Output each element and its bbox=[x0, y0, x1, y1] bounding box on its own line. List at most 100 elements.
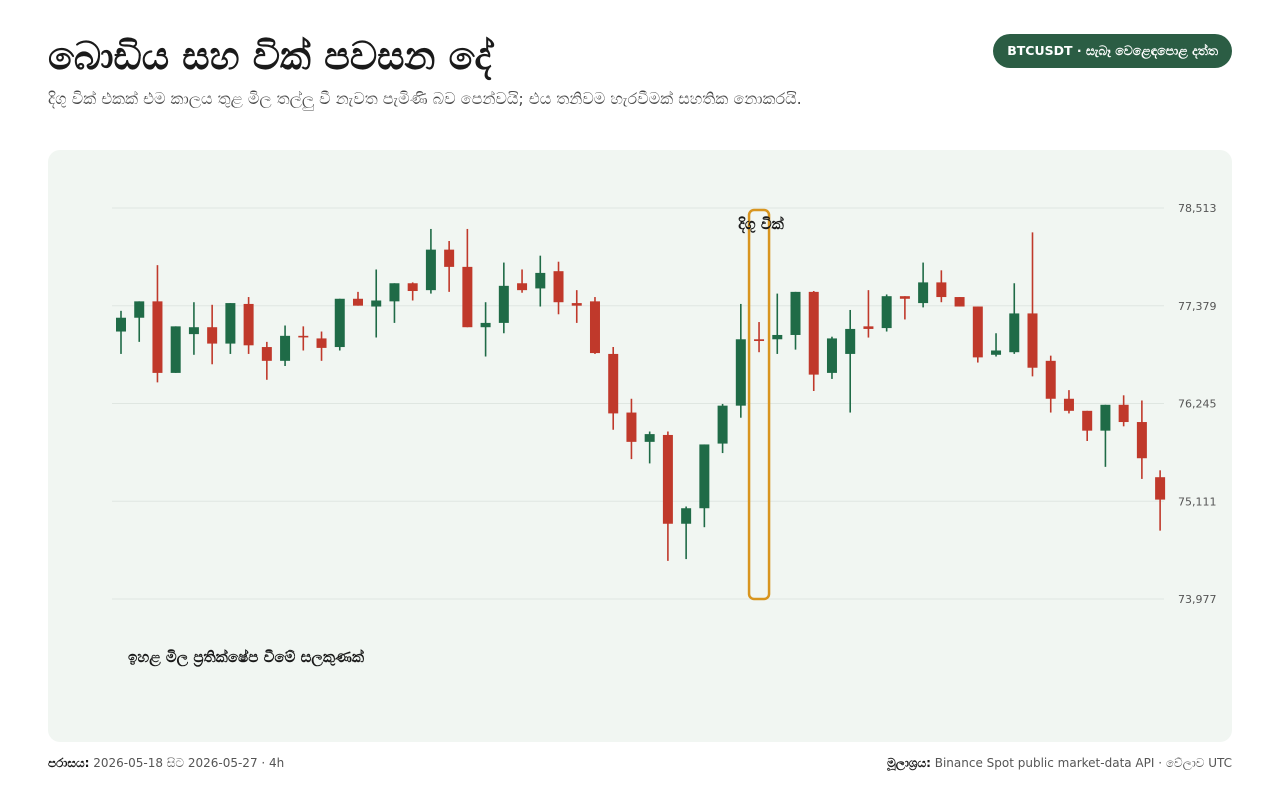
candle-up bbox=[826, 336, 837, 379]
candle-down bbox=[462, 228, 473, 328]
candle-body bbox=[170, 326, 181, 373]
annotations: දිගු වික් ඉහළ මිල ප්‍රතික්ෂේප වීමේ සලකුණ… bbox=[128, 208, 785, 668]
candle-body bbox=[735, 339, 746, 406]
candle-body bbox=[1045, 360, 1056, 399]
candle-body bbox=[1027, 313, 1038, 368]
long-wick-label: දිගු වික් bbox=[738, 215, 785, 234]
candle-body bbox=[517, 283, 528, 291]
candle-down bbox=[207, 304, 218, 365]
candle-body bbox=[863, 326, 874, 329]
candle-down bbox=[243, 297, 254, 354]
candle-body bbox=[225, 303, 236, 344]
candle-down bbox=[316, 331, 327, 361]
candle-body bbox=[498, 285, 509, 323]
range-value: 2026-05-18 සිට 2026-05-27 · 4h bbox=[93, 756, 285, 770]
candle-down bbox=[1118, 395, 1129, 427]
candle-down bbox=[298, 326, 309, 351]
candle-up bbox=[845, 309, 856, 413]
candle-body bbox=[425, 249, 436, 291]
candle-up bbox=[918, 262, 929, 308]
candle-down bbox=[608, 347, 619, 430]
candle-body bbox=[352, 298, 363, 306]
candle-body bbox=[681, 508, 692, 524]
candle-down bbox=[407, 282, 418, 301]
candle-up bbox=[389, 283, 400, 323]
rejection-note: ඉහළ මිල ප්‍රතික්ෂේප වීමේ සලකුණක් bbox=[128, 648, 365, 668]
candle-up bbox=[188, 302, 199, 355]
candle-down bbox=[626, 398, 637, 460]
candle-body bbox=[991, 350, 1002, 355]
y-tick-label: 73,977 bbox=[1178, 593, 1217, 606]
candle-down bbox=[553, 261, 564, 315]
candle-body bbox=[152, 301, 163, 373]
candle-down bbox=[936, 270, 947, 303]
candle-body bbox=[535, 272, 546, 289]
candle-down bbox=[662, 431, 673, 561]
candle-body bbox=[1082, 410, 1093, 431]
candle-body bbox=[553, 271, 564, 303]
candle-down bbox=[972, 306, 983, 363]
candle-down bbox=[1063, 390, 1074, 414]
candle-down bbox=[589, 297, 600, 354]
candle-body bbox=[1155, 477, 1166, 500]
candle-body bbox=[207, 327, 218, 344]
candle-body bbox=[972, 306, 983, 358]
candle-body bbox=[936, 282, 947, 298]
candle-body bbox=[881, 296, 892, 329]
candle-up bbox=[425, 228, 436, 294]
candle-body bbox=[826, 338, 837, 373]
candle-down bbox=[899, 296, 910, 320]
candle-up bbox=[881, 294, 892, 332]
range-label: පරාසය: bbox=[48, 756, 90, 770]
candle-down bbox=[352, 291, 363, 306]
candle-down bbox=[954, 297, 965, 307]
source-value: Binance Spot public market-data API · වේ… bbox=[934, 756, 1232, 770]
candle-down bbox=[1082, 410, 1093, 441]
y-tick-label: 76,245 bbox=[1178, 398, 1217, 411]
candle-up bbox=[1100, 404, 1111, 467]
data-source-badge: BTCUSDT · සැබෑ වෙළෙඳපොළ දත්ත bbox=[993, 34, 1232, 68]
candle-body bbox=[444, 249, 455, 267]
candle-up bbox=[480, 302, 491, 357]
source-label: මූලාශ්‍රය: bbox=[887, 756, 931, 770]
candle-body bbox=[790, 291, 801, 335]
candle-body bbox=[662, 434, 673, 524]
y-tick-label: 77,379 bbox=[1178, 300, 1217, 313]
candle-down bbox=[444, 241, 455, 292]
candle-body bbox=[316, 338, 327, 348]
candle-up bbox=[772, 293, 783, 354]
candle-body bbox=[899, 296, 910, 299]
candle-up bbox=[699, 444, 710, 528]
candle-down bbox=[754, 322, 765, 353]
chart-card bbox=[48, 150, 1232, 742]
candle-body bbox=[1100, 404, 1111, 431]
candle-body bbox=[699, 444, 710, 509]
candle-down bbox=[152, 265, 163, 383]
y-tick-label: 78,513 bbox=[1178, 202, 1217, 215]
candle-body bbox=[407, 283, 418, 292]
candle-body bbox=[954, 297, 965, 307]
candles bbox=[116, 228, 1166, 561]
candle-up bbox=[991, 333, 1002, 357]
long-wick-highlight bbox=[747, 208, 771, 601]
candle-up bbox=[535, 255, 546, 307]
candle-up bbox=[717, 403, 728, 454]
candle-body bbox=[243, 303, 254, 346]
candle-body bbox=[116, 317, 126, 332]
candle-down bbox=[1027, 232, 1038, 377]
candle-body bbox=[280, 335, 291, 361]
candle-body bbox=[918, 282, 929, 304]
candle-body bbox=[480, 322, 491, 328]
candle-body bbox=[261, 347, 272, 361]
candle-body bbox=[608, 353, 619, 414]
candle-down bbox=[571, 290, 582, 323]
range-footer: පරාසය: 2026-05-18 සිට 2026-05-27 · 4h bbox=[48, 756, 284, 771]
candle-body bbox=[134, 301, 145, 318]
candle-body bbox=[772, 334, 783, 340]
page-subtitle: දිගු වික් එකක් එම කාලය තුළ මිල තල්ලු වී … bbox=[48, 89, 802, 108]
candle-up bbox=[134, 301, 145, 342]
candle-body bbox=[571, 303, 582, 306]
candle-up bbox=[334, 298, 345, 351]
candle-body bbox=[1063, 398, 1074, 411]
